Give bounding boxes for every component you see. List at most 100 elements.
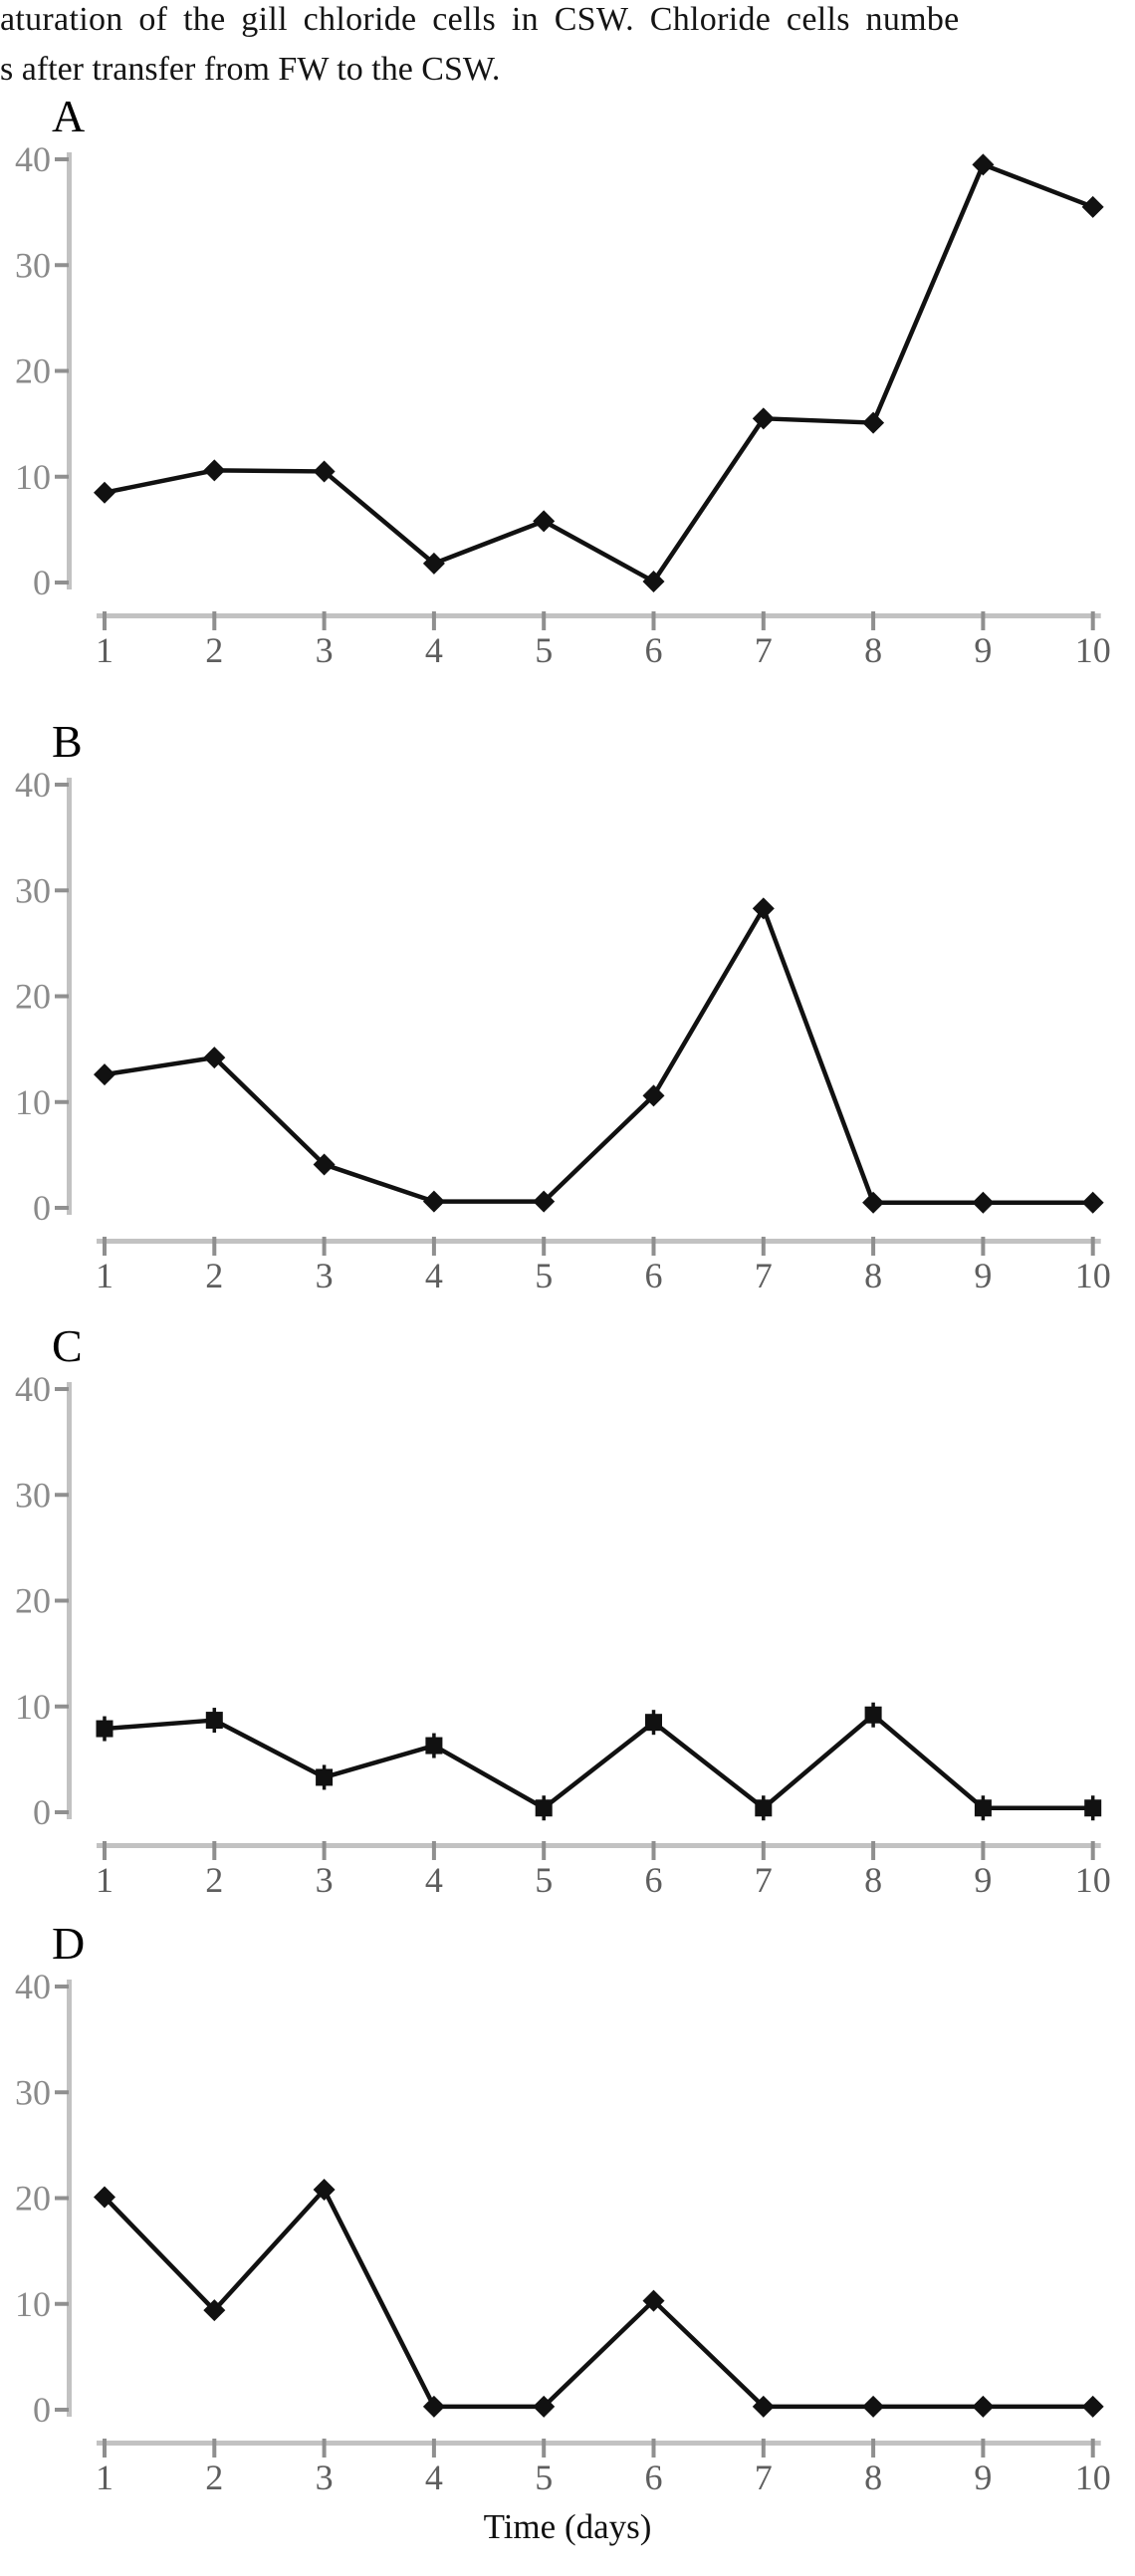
x-tick-label: 3 <box>316 2458 334 2497</box>
y-tick-label: 40 <box>15 1967 51 2006</box>
y-tick-mark <box>55 1206 69 1210</box>
x-tick-mark <box>651 1237 656 1256</box>
data-point-marker <box>972 2395 995 2418</box>
x-tick-label: 5 <box>535 2458 553 2497</box>
x-tick-mark <box>322 611 327 630</box>
data-point-marker <box>1081 195 1104 218</box>
x-tick-mark <box>542 611 547 630</box>
series-line <box>104 906 1093 1205</box>
x-tick-mark <box>761 611 766 630</box>
y-tick-mark <box>55 581 69 585</box>
x-tick-mark <box>103 611 107 630</box>
data-point-marker <box>974 1799 992 1817</box>
data-point-marker <box>535 1799 553 1817</box>
data-point-marker <box>205 1712 223 1730</box>
data-point-marker <box>1081 1191 1104 1214</box>
x-tick-mark <box>981 2439 986 2458</box>
data-point-marker <box>752 2395 775 2418</box>
x-tick-label: 6 <box>645 1256 663 1295</box>
x-tick-label: 2 <box>205 1860 223 1900</box>
x-axis: 1 2 3 4 5 6 7 8 9 10 <box>96 1841 1111 1900</box>
y-tick-label: 10 <box>15 2284 51 2324</box>
data-point-marker <box>533 510 556 533</box>
y-tick-label: 0 <box>33 1188 51 1228</box>
x-tick-label: 8 <box>864 1860 882 1900</box>
caption-line-1: aturation of the gill chloride cells in … <box>0 1 960 38</box>
data-point-marker <box>755 1799 773 1817</box>
x-tick-label: 8 <box>864 2458 882 2497</box>
data-point-marker <box>864 1706 882 1724</box>
data-point-marker <box>862 2395 885 2418</box>
panel-a: A 0 10 20 30 40 1 2 3 4 5 6 7 8 9 10 <box>0 80 1135 677</box>
panel-a-label: A <box>52 91 86 141</box>
data-point-marker <box>313 2179 336 2201</box>
x-tick-label: 2 <box>205 2458 223 2497</box>
data-point-marker <box>972 1191 995 1214</box>
x-tick-mark <box>1090 1237 1095 1256</box>
y-tick-label: 10 <box>15 1082 51 1122</box>
x-axis-title: Time (days) <box>483 2507 652 2546</box>
x-tick-label: 2 <box>205 630 223 670</box>
caption-line-2: s after transfer from FW to the CSW. <box>0 51 501 88</box>
y-tick-mark <box>55 2090 69 2095</box>
x-tick-mark <box>1090 611 1095 630</box>
x-tick-label: 4 <box>425 1256 443 1295</box>
x-tick-label: 10 <box>1075 2458 1111 2497</box>
x-tick-mark <box>103 2439 107 2458</box>
x-tick-label: 10 <box>1075 1256 1111 1295</box>
x-tick-label: 1 <box>96 1860 114 1900</box>
x-tick-mark <box>103 1841 107 1860</box>
x-tick-mark <box>1090 2439 1095 2458</box>
y-axis: 0 10 20 30 40 <box>15 765 72 1228</box>
x-axis: 1 2 3 4 5 6 7 8 9 10 <box>96 2439 1111 2497</box>
x-axis: 1 2 3 4 5 6 7 8 9 10 <box>96 611 1111 670</box>
data-point-marker <box>642 570 665 592</box>
y-tick-label: 0 <box>33 2390 51 2430</box>
x-tick-label: 9 <box>974 630 992 670</box>
y-tick-mark <box>55 1985 69 1989</box>
x-tick-label: 7 <box>755 630 773 670</box>
x-tick-label: 9 <box>974 2458 992 2497</box>
y-tick-label: 30 <box>15 870 51 910</box>
x-tick-label: 3 <box>316 630 334 670</box>
x-tick-mark <box>981 1841 986 1860</box>
y-tick-mark <box>55 1493 69 1498</box>
data-point-marker <box>94 1063 115 1086</box>
data-point-marker <box>313 1153 336 1176</box>
x-tick-mark <box>322 2439 327 2458</box>
x-tick-label: 1 <box>96 2458 114 2497</box>
y-tick-mark <box>55 1598 69 1603</box>
x-tick-mark <box>871 1237 876 1256</box>
series-line <box>104 1713 1093 1810</box>
data-point-marker <box>645 1714 662 1732</box>
x-tick-label: 1 <box>96 1256 114 1295</box>
y-tick-mark <box>55 2408 69 2412</box>
chart-b-line-chart: 0 10 20 30 40 1 2 3 4 5 6 7 8 9 10 <box>15 765 1111 1295</box>
x-tick-label: 7 <box>755 2458 773 2497</box>
x-tick-mark <box>651 2439 656 2458</box>
x-tick-label: 6 <box>645 1860 663 1900</box>
x-tick-label: 6 <box>645 630 663 670</box>
y-tick-mark <box>55 2301 69 2306</box>
y-tick-mark <box>55 157 69 161</box>
y-tick-mark <box>55 1810 69 1814</box>
x-tick-mark <box>103 1237 107 1256</box>
data-series <box>94 2179 1104 2418</box>
x-tick-mark <box>761 2439 766 2458</box>
data-point-marker <box>533 1190 556 1213</box>
x-tick-mark <box>431 1237 436 1256</box>
x-tick-mark <box>651 611 656 630</box>
panel-b: B 0 10 20 30 40 1 2 3 4 5 6 7 8 9 10 <box>0 705 1135 1302</box>
data-series <box>94 153 1104 592</box>
chart-d-line-chart: 0 10 20 30 40 1 2 3 4 5 6 7 8 9 10 <box>15 1967 1111 2497</box>
y-axis: 0 10 20 30 40 <box>15 1369 72 1832</box>
y-tick-label: 20 <box>15 1581 51 1621</box>
data-point-marker <box>313 460 336 483</box>
x-tick-label: 7 <box>755 1860 773 1900</box>
x-tick-mark <box>212 1841 217 1860</box>
y-tick-label: 0 <box>33 563 51 602</box>
x-tick-mark <box>431 2439 436 2458</box>
y-tick-label: 30 <box>15 1475 51 1515</box>
y-tick-label: 30 <box>15 245 51 285</box>
y-tick-mark <box>55 994 69 999</box>
